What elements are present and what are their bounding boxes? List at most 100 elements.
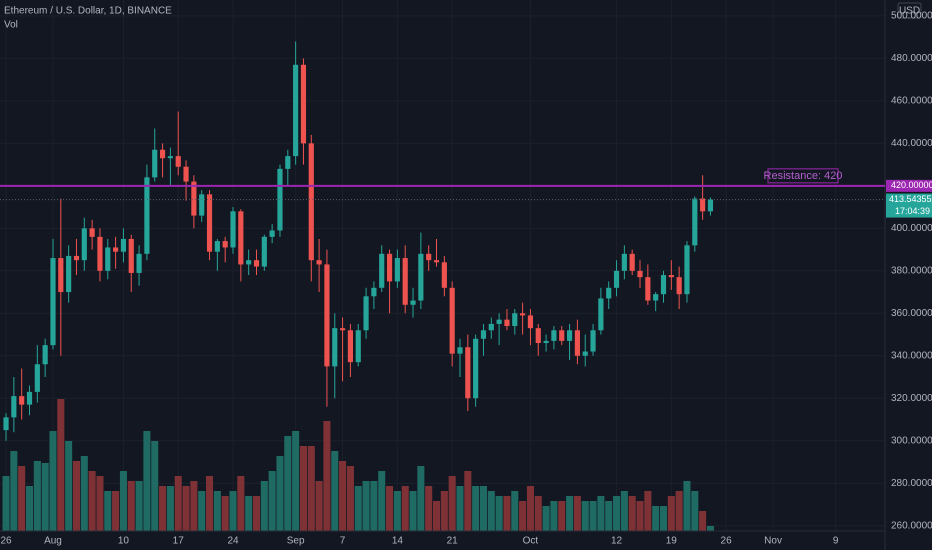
candle-body [574, 330, 580, 356]
volume-bar [284, 436, 292, 531]
volume-bar [652, 506, 660, 531]
candle-body [167, 156, 173, 159]
volume-bar [479, 486, 487, 531]
volume-bar [299, 446, 307, 531]
volume-bar [112, 491, 120, 531]
candle-body [433, 260, 440, 263]
volume-bar [229, 491, 237, 531]
volume-bar [96, 476, 104, 531]
volume-bar [519, 501, 527, 531]
candle-body [253, 260, 260, 267]
candle-body [543, 340, 549, 344]
y-tick-label: 480.000000 [891, 53, 932, 64]
volume-bar [425, 486, 433, 531]
candle-body [504, 319, 510, 327]
candle-body [128, 238, 134, 273]
candle-body [449, 287, 455, 354]
candle-body [653, 294, 659, 301]
x-tick-label: 7 [340, 536, 346, 547]
candle-body [527, 315, 534, 329]
resistance-label: Resistance: 420 [764, 170, 843, 182]
candle-body [159, 149, 166, 159]
candle-body [598, 298, 604, 331]
volume-bar [487, 491, 495, 531]
currency-button[interactable] [897, 2, 922, 19]
volume-bar [292, 431, 300, 531]
candle-body [66, 255, 72, 293]
candle-body [394, 258, 400, 282]
currency-label[interactable]: USD [899, 6, 920, 17]
candle-body [379, 253, 385, 288]
volume-bar [393, 491, 401, 531]
candle-body [42, 345, 48, 365]
candle-body [285, 156, 291, 169]
last-price-label: 413.543558 [889, 194, 932, 204]
candle-body [89, 228, 95, 237]
candle-body [465, 347, 471, 399]
volume-bar [221, 496, 229, 531]
candle-body [97, 236, 103, 271]
volume-bar [159, 486, 167, 531]
candle-body [684, 245, 690, 295]
volume-bar [245, 496, 253, 531]
candle-body [480, 330, 487, 339]
volume-bar [683, 481, 691, 531]
volume-bar [260, 481, 268, 531]
candle-body [637, 270, 643, 278]
candle-body [136, 253, 142, 273]
candle-body [199, 194, 205, 216]
volume-bar [370, 481, 378, 531]
volume-bar [198, 491, 206, 531]
volume-bar [174, 476, 182, 531]
x-tick-label: 17 [173, 536, 185, 547]
volume-bar [495, 496, 503, 531]
volume-bar [675, 491, 683, 531]
volume-bar [597, 496, 605, 531]
volume-bar [511, 491, 519, 531]
volume-bar [10, 451, 18, 531]
candle-body [58, 258, 64, 293]
volume-bar [276, 456, 284, 531]
volume-bar [542, 506, 550, 531]
candle-body [113, 247, 119, 252]
resistance-axis-tag [886, 179, 932, 192]
candle-body [324, 264, 330, 367]
volume-bar [706, 526, 714, 531]
y-tick-label: 260.000000 [891, 520, 932, 531]
candle-body [700, 198, 706, 212]
volume-bar [362, 481, 370, 531]
candle-body [473, 338, 479, 399]
volume-bar [448, 476, 456, 531]
x-tick-label: 21 [447, 536, 459, 547]
volume-bar [268, 471, 276, 531]
volume-bar [526, 486, 534, 531]
candle-body [426, 253, 432, 261]
candle-body [668, 275, 674, 278]
volume-bar [605, 501, 613, 531]
y-tick-label: 400.000000 [891, 223, 932, 234]
candle-body [371, 287, 377, 297]
y-tick-label: 320.000000 [891, 393, 932, 404]
resistance-axis-label: 420.000000 [891, 180, 932, 190]
x-tick-label: 24 [227, 536, 239, 547]
candle-body [347, 330, 353, 363]
volume-bar [323, 421, 331, 531]
volume-bar [581, 501, 589, 531]
candle-body [590, 330, 596, 352]
volume-bar [206, 476, 214, 531]
volume-bar [237, 476, 245, 531]
volume-bar [659, 506, 668, 531]
resistance-label-box [767, 168, 839, 184]
volume-bar [104, 491, 112, 531]
candle-body [676, 277, 682, 295]
volume-bar [401, 486, 409, 531]
candle-body [606, 287, 612, 299]
candle-body [11, 396, 17, 418]
candle-body [50, 258, 56, 346]
volume-bar [2, 476, 10, 531]
volume-bar [252, 496, 261, 531]
candle-body [660, 275, 667, 295]
last-price-tag [886, 193, 932, 218]
